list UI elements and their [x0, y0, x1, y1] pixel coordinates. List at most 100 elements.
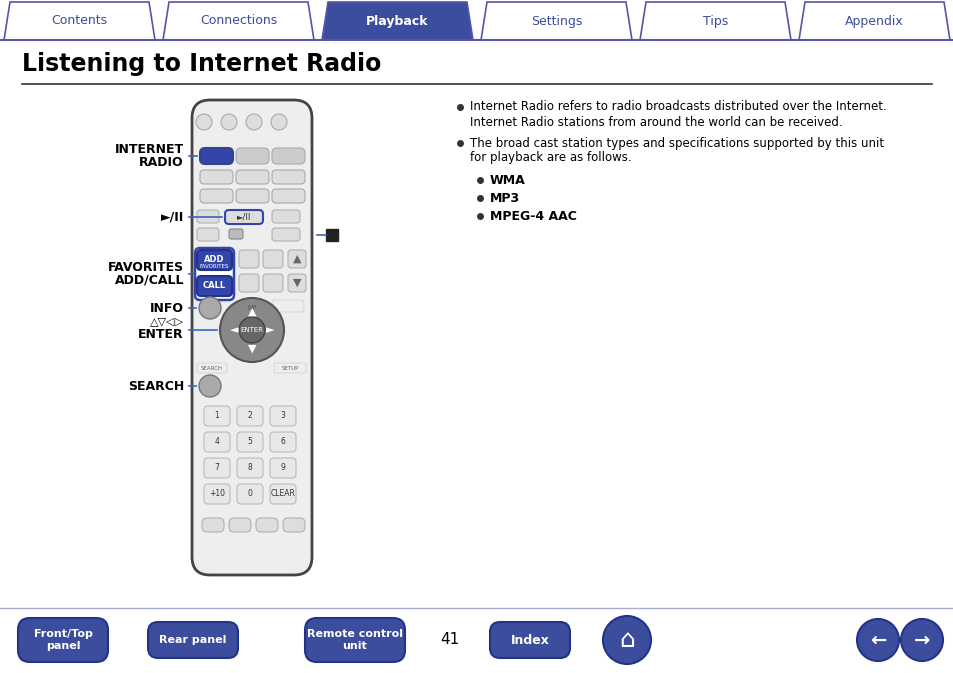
- Text: △▽◁▷: △▽◁▷: [150, 316, 184, 326]
- Polygon shape: [4, 2, 154, 40]
- FancyBboxPatch shape: [270, 458, 295, 478]
- Polygon shape: [639, 2, 790, 40]
- Text: 3: 3: [280, 411, 285, 421]
- FancyBboxPatch shape: [272, 300, 304, 312]
- FancyBboxPatch shape: [196, 250, 232, 270]
- FancyBboxPatch shape: [196, 228, 219, 241]
- Text: 1: 1: [214, 411, 219, 421]
- Text: SETUP: SETUP: [281, 365, 298, 371]
- FancyBboxPatch shape: [272, 170, 305, 184]
- Text: Contents: Contents: [51, 15, 108, 28]
- Text: 7: 7: [214, 464, 219, 472]
- Text: 6: 6: [280, 437, 285, 446]
- Text: ▼: ▼: [248, 343, 256, 353]
- FancyBboxPatch shape: [204, 406, 230, 426]
- FancyBboxPatch shape: [236, 484, 263, 504]
- Text: Rear panel: Rear panel: [159, 635, 227, 645]
- Text: NP: NP: [247, 305, 256, 311]
- Text: ►/II: ►/II: [236, 213, 251, 221]
- Text: ENTER: ENTER: [240, 327, 263, 333]
- FancyBboxPatch shape: [263, 274, 283, 292]
- FancyBboxPatch shape: [229, 518, 251, 532]
- Text: MPEG-4 AAC: MPEG-4 AAC: [490, 209, 577, 223]
- Text: FAVORITES: FAVORITES: [199, 264, 229, 269]
- Text: CLEAR: CLEAR: [271, 489, 295, 499]
- Text: SEARCH: SEARCH: [128, 380, 184, 392]
- Text: 41: 41: [440, 633, 459, 647]
- Circle shape: [900, 619, 942, 661]
- FancyBboxPatch shape: [204, 432, 230, 452]
- FancyBboxPatch shape: [270, 432, 295, 452]
- FancyBboxPatch shape: [204, 484, 230, 504]
- FancyBboxPatch shape: [272, 228, 299, 241]
- Circle shape: [220, 298, 284, 362]
- Text: Listening to Internet Radio: Listening to Internet Radio: [22, 52, 381, 76]
- FancyBboxPatch shape: [288, 250, 306, 268]
- FancyBboxPatch shape: [200, 170, 233, 184]
- Text: MP3: MP3: [490, 192, 519, 205]
- Text: The broad cast station types and specifications supported by this unit: The broad cast station types and specifi…: [470, 137, 883, 149]
- Circle shape: [239, 317, 265, 343]
- FancyBboxPatch shape: [148, 622, 237, 658]
- FancyBboxPatch shape: [274, 363, 306, 373]
- Circle shape: [271, 114, 287, 130]
- FancyBboxPatch shape: [305, 618, 405, 662]
- Text: ◄: ◄: [230, 325, 238, 335]
- Text: 0: 0: [247, 489, 253, 499]
- FancyBboxPatch shape: [255, 518, 277, 532]
- Text: 9: 9: [280, 464, 285, 472]
- Text: 4: 4: [214, 437, 219, 446]
- Text: Settings: Settings: [530, 15, 581, 28]
- Text: WMA: WMA: [490, 174, 525, 186]
- FancyBboxPatch shape: [270, 406, 295, 426]
- Circle shape: [199, 297, 221, 319]
- Text: ►/II: ►/II: [161, 211, 184, 223]
- FancyBboxPatch shape: [200, 189, 233, 203]
- Circle shape: [195, 114, 212, 130]
- Text: for playback are as follows.: for playback are as follows.: [470, 151, 631, 164]
- Text: FAVORITES: FAVORITES: [108, 261, 184, 274]
- FancyBboxPatch shape: [200, 148, 233, 164]
- FancyBboxPatch shape: [196, 363, 227, 373]
- Circle shape: [221, 114, 236, 130]
- FancyBboxPatch shape: [239, 250, 258, 268]
- Text: 5: 5: [247, 437, 253, 446]
- FancyBboxPatch shape: [192, 100, 312, 575]
- Text: Playback: Playback: [366, 15, 428, 28]
- FancyBboxPatch shape: [236, 406, 263, 426]
- FancyBboxPatch shape: [270, 484, 295, 504]
- Circle shape: [856, 619, 898, 661]
- Text: Internet Radio refers to radio broadcasts distributed over the Internet.: Internet Radio refers to radio broadcast…: [470, 100, 886, 114]
- Text: SEARCH: SEARCH: [201, 365, 223, 371]
- Text: ADD: ADD: [204, 256, 225, 264]
- Text: +10: +10: [209, 489, 225, 499]
- Text: Internet Radio stations from around the world can be received.: Internet Radio stations from around the …: [470, 116, 841, 129]
- Text: ←: ←: [869, 631, 885, 649]
- FancyBboxPatch shape: [236, 432, 263, 452]
- Text: Tips: Tips: [702, 15, 727, 28]
- Text: ►: ►: [266, 325, 274, 335]
- Text: Index: Index: [510, 633, 549, 647]
- FancyBboxPatch shape: [204, 458, 230, 478]
- FancyBboxPatch shape: [194, 248, 233, 300]
- FancyBboxPatch shape: [229, 229, 243, 239]
- Text: →: →: [913, 631, 929, 649]
- Text: ▲: ▲: [248, 307, 256, 317]
- FancyBboxPatch shape: [196, 276, 232, 296]
- FancyBboxPatch shape: [239, 274, 258, 292]
- Circle shape: [602, 616, 650, 664]
- FancyBboxPatch shape: [283, 518, 305, 532]
- Polygon shape: [322, 2, 473, 40]
- FancyBboxPatch shape: [263, 250, 283, 268]
- FancyBboxPatch shape: [235, 148, 269, 164]
- Text: ENTER: ENTER: [138, 328, 184, 341]
- Text: ADD/CALL: ADD/CALL: [114, 274, 184, 287]
- Text: Front/Top
panel: Front/Top panel: [33, 629, 92, 651]
- FancyBboxPatch shape: [225, 210, 263, 224]
- FancyBboxPatch shape: [235, 189, 269, 203]
- Text: 8: 8: [248, 464, 253, 472]
- Text: RADIO: RADIO: [139, 156, 184, 169]
- Text: ⌂: ⌂: [618, 628, 635, 652]
- Text: INFO: INFO: [150, 302, 184, 314]
- FancyBboxPatch shape: [272, 210, 299, 223]
